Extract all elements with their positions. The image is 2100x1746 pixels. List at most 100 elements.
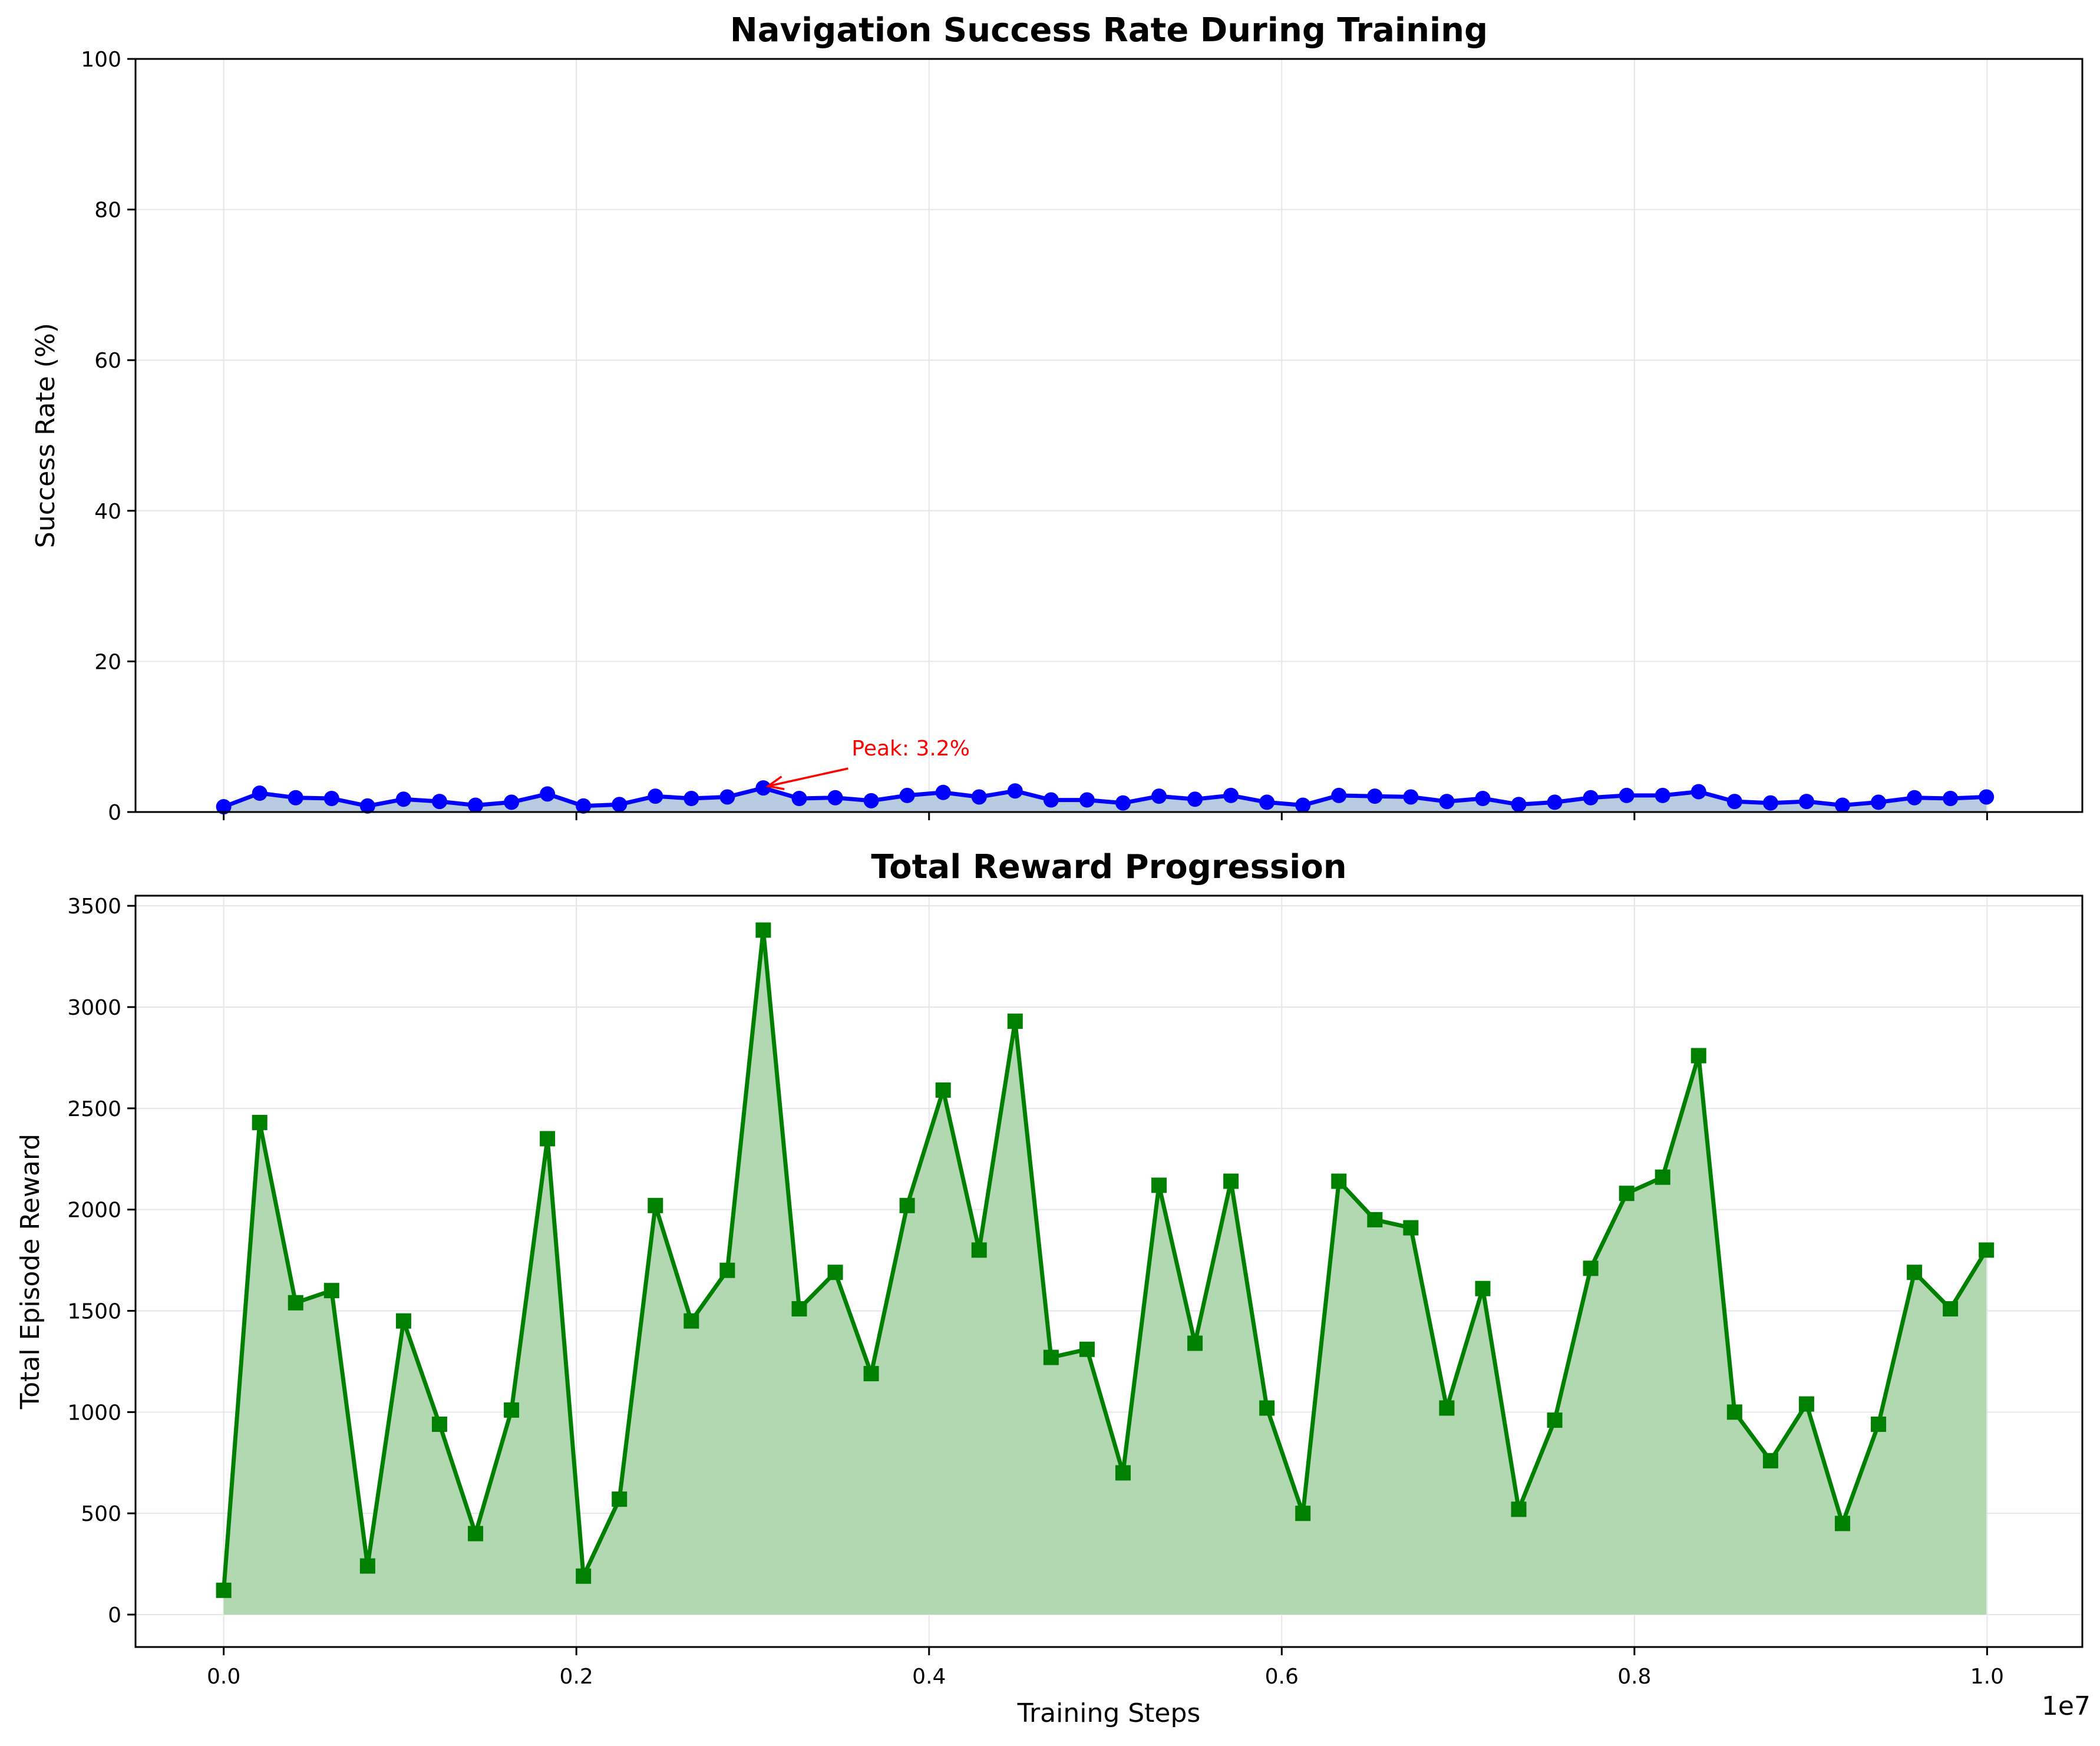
reward-point — [648, 1197, 663, 1213]
success-point — [540, 786, 556, 802]
reward-point — [1007, 1014, 1023, 1029]
reward-point — [1187, 1335, 1203, 1351]
reward-point — [395, 1313, 411, 1329]
success-point — [1151, 788, 1167, 804]
success-point — [1655, 787, 1670, 803]
x-tick-label: 0.0 — [207, 1665, 240, 1689]
success-point — [359, 798, 375, 814]
reward-point — [1331, 1173, 1347, 1189]
reward-point — [1079, 1341, 1095, 1357]
success-point — [395, 791, 411, 807]
reward-point — [1439, 1400, 1455, 1416]
reward-point — [684, 1313, 699, 1329]
success-point — [1115, 795, 1131, 811]
success-point — [431, 794, 447, 810]
reward-ticks: 0.0 0.2 0.4 0.6 0.8 1.0 0 500 1000 1500 2000 2500 30… — [67, 895, 2004, 1689]
reward-point — [1475, 1280, 1491, 1296]
success-point — [791, 790, 807, 806]
success-point — [1367, 788, 1383, 804]
reward-point — [252, 1114, 268, 1130]
success-point — [1690, 784, 1706, 800]
reward-point — [935, 1082, 951, 1098]
success-chart-title: Navigation Success Rate During Training — [730, 11, 1488, 49]
reward-point — [1655, 1169, 1670, 1185]
reward-point — [1762, 1453, 1778, 1468]
success-point — [1726, 794, 1742, 810]
success-point — [1619, 787, 1635, 803]
reward-y-tick-label: 2500 — [67, 1097, 121, 1121]
success-point — [648, 788, 663, 804]
success-rate-markers — [216, 780, 1995, 815]
success-point — [1079, 792, 1095, 808]
success-point — [1871, 794, 1887, 810]
reward-point — [1115, 1465, 1131, 1481]
reward-point — [323, 1283, 339, 1299]
success-y-tick-label: 20 — [94, 650, 121, 674]
reward-point — [863, 1366, 879, 1382]
reward-point — [1619, 1186, 1635, 1202]
success-point — [1762, 795, 1778, 811]
reward-point — [827, 1265, 843, 1280]
success-point — [1547, 794, 1563, 810]
reward-y-tick-label: 3000 — [67, 996, 121, 1020]
reward-point — [216, 1582, 232, 1598]
peak-annotation-arrow — [768, 767, 848, 787]
x-tick-label: 1.0 — [1970, 1665, 2004, 1689]
success-point — [1834, 797, 1850, 813]
reward-markers — [216, 922, 1995, 1598]
success-point — [468, 797, 484, 813]
reward-point — [1295, 1506, 1311, 1521]
reward-point — [576, 1568, 592, 1584]
success-point — [971, 789, 987, 805]
success-point — [863, 793, 879, 808]
success-point — [1403, 789, 1419, 805]
success-point — [576, 798, 592, 814]
reward-point — [1259, 1400, 1275, 1416]
success-point — [252, 785, 268, 801]
success-y-tick-label: 80 — [94, 199, 121, 223]
reward-y-tick-label: 500 — [81, 1502, 121, 1526]
reward-point — [540, 1131, 556, 1147]
success-point — [1583, 790, 1599, 806]
success-point — [1295, 797, 1311, 813]
reward-point — [612, 1491, 628, 1507]
reward-point — [1690, 1048, 1706, 1064]
reward-point — [971, 1242, 987, 1258]
success-y-axis-label: Success Rate (%) — [31, 323, 61, 548]
success-point — [216, 799, 232, 815]
reward-point — [1583, 1260, 1599, 1276]
reward-plot-frame — [134, 895, 2084, 1648]
success-plot-frame — [134, 58, 2084, 813]
x-tick-label: 0.4 — [912, 1665, 946, 1689]
reward-point — [1979, 1242, 1995, 1258]
x-axis-offset-label: 1e7 — [2042, 1691, 2091, 1721]
success-rate-panel: 0 20 40 60 80 100 Navigation Success Rate Dur… — [31, 11, 2084, 825]
reward-line — [222, 928, 1989, 1591]
success-point — [1331, 787, 1347, 803]
success-point — [935, 784, 951, 800]
reward-chart-title: Total Reward Progression — [871, 848, 1346, 886]
success-area-fill — [223, 788, 1987, 812]
reward-y-tick-label: 3500 — [67, 895, 121, 919]
success-point — [755, 780, 771, 796]
success-point — [1223, 787, 1239, 803]
success-point — [1475, 790, 1491, 806]
success-point — [323, 790, 339, 806]
success-point — [1907, 790, 1923, 806]
reward-point — [755, 922, 771, 938]
success-y-tick-label: 40 — [94, 500, 121, 524]
reward-point — [1798, 1396, 1814, 1412]
reward-point — [1547, 1412, 1563, 1428]
success-point — [1007, 783, 1023, 799]
reward-point — [1871, 1416, 1887, 1432]
success-ticks: 0 20 40 60 80 100 — [81, 48, 1988, 825]
success-point — [719, 789, 735, 805]
x-tick-label: 0.6 — [1265, 1665, 1299, 1689]
success-point — [684, 790, 699, 806]
reward-point — [1223, 1173, 1239, 1189]
reward-point — [1403, 1220, 1419, 1236]
success-y-tick-label: 0 — [108, 801, 121, 825]
success-point — [1259, 794, 1275, 810]
success-point — [1439, 794, 1455, 810]
